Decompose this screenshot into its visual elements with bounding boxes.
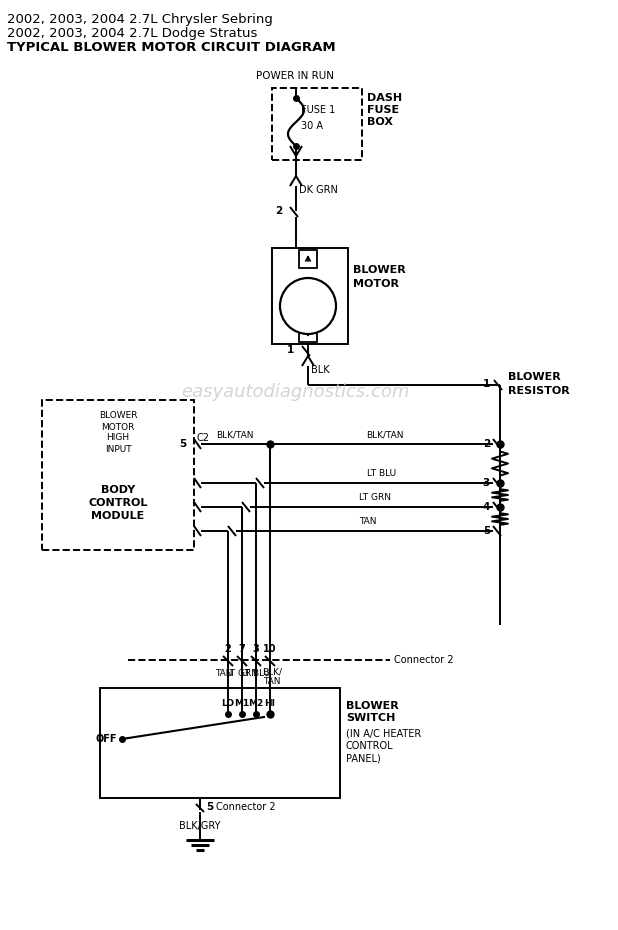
Text: 5: 5	[206, 802, 213, 812]
Text: FUSE: FUSE	[367, 105, 399, 115]
Text: TAN: TAN	[359, 517, 377, 526]
Text: MOTOR: MOTOR	[353, 279, 399, 289]
Text: 2: 2	[275, 206, 282, 216]
Text: CONTROL: CONTROL	[88, 498, 148, 508]
Text: PANEL): PANEL)	[346, 753, 381, 763]
Text: DASH: DASH	[367, 93, 402, 103]
Text: 5: 5	[179, 439, 186, 449]
Bar	[272, 88, 362, 160]
Text: 2002, 2003, 2004 2.7L Dodge Stratus: 2002, 2003, 2004 2.7L Dodge Stratus	[7, 27, 257, 40]
Text: POWER IN RUN: POWER IN RUN	[256, 71, 334, 81]
Text: LT BLU: LT BLU	[368, 470, 397, 479]
Text: 1: 1	[483, 379, 490, 389]
Text: LT GRN: LT GRN	[359, 494, 391, 502]
Text: 4: 4	[483, 502, 490, 512]
Text: easyautodiagnostics.com: easyautodiagnostics.com	[181, 383, 409, 401]
Text: Connector 2: Connector 2	[216, 802, 276, 812]
Text: HIGH: HIGH	[106, 433, 130, 443]
Text: MOTOR: MOTOR	[101, 422, 135, 432]
Bar	[299, 250, 317, 268]
Text: LT GRN: LT GRN	[226, 670, 258, 679]
Text: 2002, 2003, 2004 2.7L Chrysler Sebring: 2002, 2003, 2004 2.7L Chrysler Sebring	[7, 13, 273, 26]
Text: (IN A/C HEATER: (IN A/C HEATER	[346, 729, 421, 739]
Text: BLK/GRY: BLK/GRY	[179, 821, 221, 831]
Text: RESISTOR: RESISTOR	[508, 386, 570, 396]
Text: 7: 7	[239, 644, 245, 654]
Text: BLK/TAN: BLK/TAN	[366, 431, 404, 440]
Text: TYPICAL BLOWER MOTOR CIRCUIT DIAGRAM: TYPICAL BLOWER MOTOR CIRCUIT DIAGRAM	[7, 41, 336, 54]
Text: BLOWER: BLOWER	[99, 411, 137, 420]
Circle shape	[280, 278, 336, 334]
Bar	[299, 324, 317, 342]
Text: OFF: OFF	[96, 734, 117, 744]
Text: TAN: TAN	[263, 676, 281, 685]
Text: 3: 3	[253, 644, 260, 654]
Bar	[272, 248, 348, 344]
Text: 10: 10	[263, 644, 277, 654]
Text: M2: M2	[248, 698, 264, 708]
Text: 30 A: 30 A	[301, 121, 323, 131]
Text: Connector 2: Connector 2	[394, 655, 454, 665]
Text: 5: 5	[483, 526, 490, 536]
Text: C2: C2	[197, 433, 210, 443]
Text: BLOWER: BLOWER	[353, 265, 406, 275]
Text: SWITCH: SWITCH	[346, 713, 396, 723]
Text: BLK/TAN: BLK/TAN	[216, 431, 254, 440]
Text: 1: 1	[287, 345, 294, 355]
Text: MODULE: MODULE	[91, 511, 145, 521]
Text: DK GRN: DK GRN	[299, 185, 338, 195]
Text: BODY: BODY	[101, 485, 135, 495]
Text: INPUT: INPUT	[104, 445, 131, 454]
Text: BLK/: BLK/	[262, 668, 282, 676]
Text: BLOWER: BLOWER	[346, 701, 399, 711]
Text: TAN: TAN	[215, 670, 233, 679]
Text: HI: HI	[265, 698, 276, 708]
Text: LT BLU: LT BLU	[242, 670, 271, 679]
Text: BLOWER: BLOWER	[508, 372, 561, 382]
Text: 2: 2	[483, 439, 490, 449]
Text: CONTROL: CONTROL	[346, 741, 394, 751]
Text: FUSE 1: FUSE 1	[301, 105, 335, 115]
Bar	[100, 688, 340, 798]
Text: 2: 2	[224, 644, 231, 654]
Text: M: M	[295, 294, 320, 318]
Bar	[42, 400, 194, 550]
Text: M1: M1	[234, 698, 250, 708]
Text: BOX: BOX	[367, 117, 393, 127]
Text: BLK: BLK	[311, 365, 329, 375]
Text: 3: 3	[483, 478, 490, 488]
Text: LO: LO	[221, 698, 235, 708]
